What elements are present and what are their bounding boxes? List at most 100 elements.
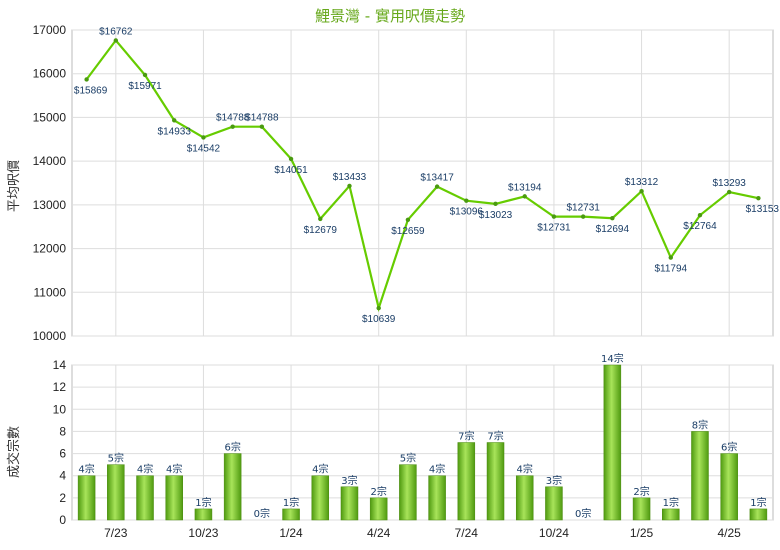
volume-bar [77,475,96,521]
price-data-label: $13153 [746,204,780,215]
volume-data-label: 2宗 [371,485,387,498]
price-point [580,214,586,219]
volume-bar [311,475,330,521]
price-data-label: $14788 [216,113,250,124]
x-tick-label: 7/23 [104,526,128,540]
price-data-label: $13417 [420,173,454,184]
price-tick-label: 11000 [34,285,67,299]
price-point [113,38,119,43]
price-point [405,217,411,222]
volume-data-label: 14宗 [601,352,624,365]
volume-data-label: 1宗 [750,496,766,509]
price-data-label: $12694 [596,224,630,235]
price-data-label: $14933 [158,126,192,137]
volume-data-label: 5宗 [400,452,416,465]
volume-bar [720,453,738,521]
chart-title: 鯉景灣 - 實用呎價走勢 [315,7,465,25]
volume-bar [194,508,213,521]
volume-data-label: 6宗 [721,441,737,454]
x-tick-label: 4/25 [718,526,742,540]
price-panel: 10000 11000 12000 13000 14000 15000 16000 17000… [33,23,780,343]
price-line [85,38,759,313]
volume-tick-label: 8 [59,424,66,438]
volume-data-label: 8宗 [692,418,708,431]
volume-plot-area [71,364,774,521]
volume-bar [399,464,417,521]
price-point [347,183,352,189]
volume-data-label: 4宗 [137,463,153,476]
price-point [376,305,381,311]
price-point [201,135,206,140]
volume-bar [165,475,183,521]
x-tick-label: 4/24 [367,526,391,540]
volume-data-label: 7宗 [458,430,474,443]
x-tick-label: 1/24 [279,526,303,540]
volume-bar [662,508,680,521]
volume-bar [486,442,505,521]
x-tick-label: 1/25 [630,526,654,540]
price-data-label: $15971 [128,81,162,92]
volume-data-label: 1宗 [663,496,679,509]
price-data-label: $14788 [245,113,279,124]
price-point [434,184,440,189]
volume-data-label: 4宗 [312,463,328,476]
volume-data-label: 2宗 [633,485,649,498]
volume-bar [545,486,563,521]
price-point [318,216,323,222]
volume-data-label: 4宗 [78,463,94,476]
price-point [464,198,469,203]
price-point [726,189,732,195]
price-data-label: $13293 [713,178,747,189]
volume-bar [428,475,446,521]
price-data-label: $11794 [654,264,687,275]
price-data-label: $12731 [537,223,571,234]
price-point [610,216,615,221]
price-y-axis-label: 平均呎價 [7,160,22,212]
volume-panel: 0 2 4 6 8 10 12 14 7/23 10/23 1/24 4/24 7/24 10/24 1/2… [53,352,774,540]
volume-bar [282,508,300,521]
volume-data-label: 1宗 [283,496,299,509]
volume-data-label: 6宗 [224,441,240,454]
price-tick-label: 16000 [33,67,67,81]
price-point [84,77,89,82]
price-point [668,255,673,260]
volume-bar [749,508,768,521]
volume-bar [107,464,125,521]
x-tick-label: 10/24 [539,526,569,540]
price-point [697,212,703,218]
volume-tick-label: 6 [59,447,66,461]
price-data-label: $13312 [625,177,659,188]
price-data-label: $13023 [479,210,513,221]
price-tick-label: 10000 [33,329,67,343]
volume-tick-label: 14 [53,358,67,372]
volume-tick-label: 0 [59,513,66,527]
price-point [522,194,527,199]
volume-bar [340,486,359,521]
price-plot-area [71,29,774,337]
x-tick-label: 10/23 [188,526,218,540]
price-data-label: $12659 [391,226,425,237]
price-point [639,189,644,194]
volume-data-label: 1宗 [195,496,211,509]
price-point [142,72,148,78]
price-data-label: $14542 [187,143,221,154]
volume-data-label: 3宗 [341,474,357,487]
price-tick-label: 14000 [33,154,67,168]
price-data-label: $10639 [362,314,396,325]
volume-tick-label: 12 [53,380,67,394]
volume-data-label: 4宗 [517,463,533,476]
x-tick-label: 7/24 [455,526,479,540]
price-point [551,214,557,219]
volume-tick-label: 4 [59,469,66,483]
volume-bar [515,475,534,521]
price-point [259,124,265,129]
volume-data-label: 0宗 [254,507,270,520]
price-tick-label: 15000 [33,110,67,124]
volume-data-label: 7宗 [487,430,503,443]
volume-data-label: 5宗 [108,452,124,465]
price-data-label: $15869 [74,85,108,96]
price-data-label: $12731 [566,203,600,214]
volume-data-label: 4宗 [166,463,182,476]
price-point [288,156,294,162]
